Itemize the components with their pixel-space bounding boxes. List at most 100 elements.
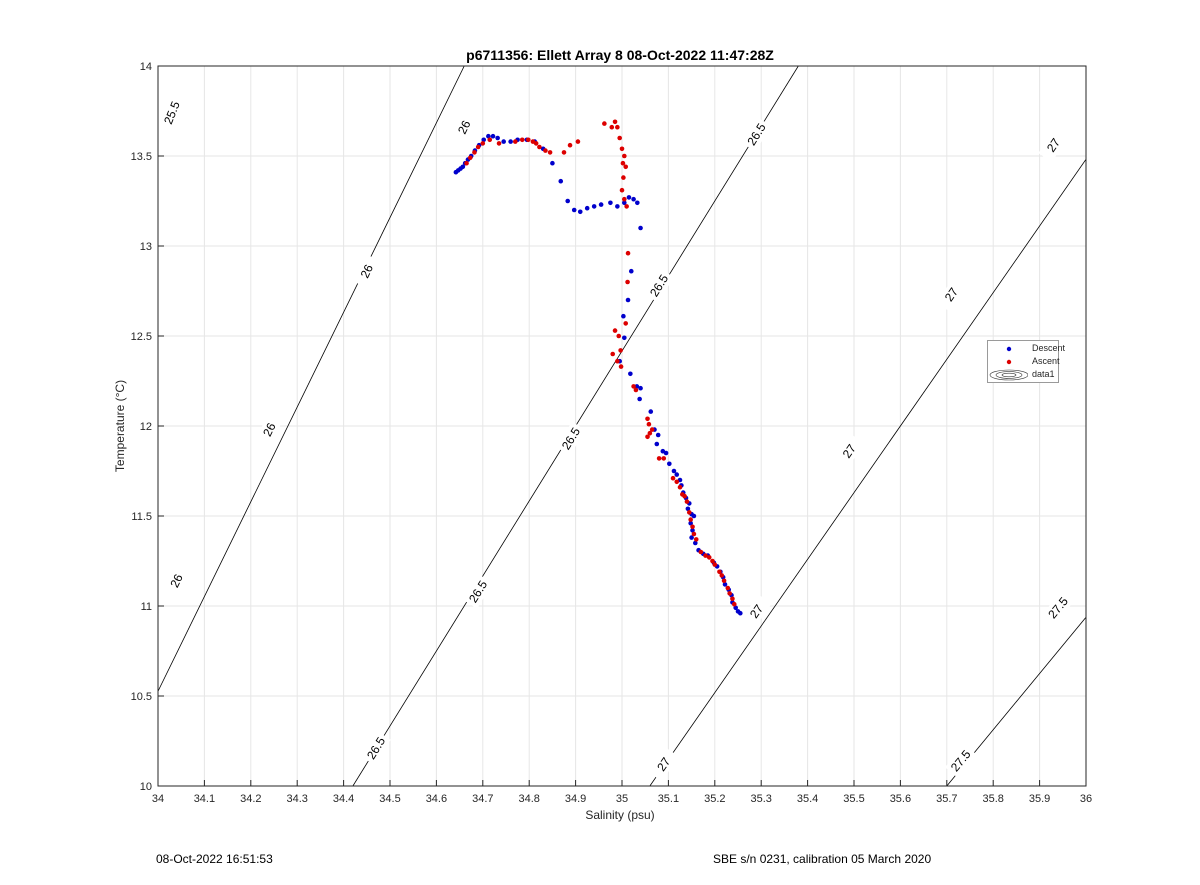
data-point-ascent: [615, 124, 620, 130]
chart-title: p6711356: Ellett Array 8 08-Oct-2022 11:…: [466, 47, 774, 63]
data-point-ascent: [519, 137, 525, 143]
data-point-ascent: [624, 204, 629, 209]
contour-label: 26: [167, 571, 186, 589]
sensor-calibration-note: SBE s/n 0231, calibration 05 March 2020: [713, 852, 932, 866]
descent-marker-icon: [1006, 346, 1012, 352]
legend-item-ascent[interactable]: Ascent: [988, 355, 1060, 368]
data-point-descent: [565, 198, 571, 204]
x-tick-label: 35.6: [890, 793, 911, 805]
data-point-ascent: [621, 175, 626, 180]
data-point-ascent: [684, 499, 690, 504]
data-point-ascent: [602, 121, 607, 126]
data-point-ascent: [677, 484, 683, 490]
data-point-ascent: [612, 119, 618, 125]
x-tick-label: 35.8: [982, 793, 1003, 805]
x-axis-label: Salinity (psu): [585, 808, 654, 822]
data-point-ascent: [645, 416, 650, 422]
data-point-descent: [693, 540, 698, 546]
contour-label: 26: [455, 118, 474, 136]
data-point-ascent: [623, 321, 629, 326]
contour-label-background: [158, 95, 185, 130]
data-point-descent: [674, 472, 680, 477]
data-point-descent: [622, 200, 627, 206]
y-tick-label: 10.5: [131, 691, 152, 703]
data-point-ascent: [670, 475, 676, 481]
legend-item-descent[interactable]: Descent: [988, 342, 1065, 355]
data-point-ascent: [533, 141, 539, 146]
data-point-descent: [685, 506, 691, 512]
data-point-ascent: [537, 144, 542, 150]
data-point-ascent: [721, 578, 727, 584]
data-point-ascent: [561, 150, 567, 155]
data-point-ascent: [719, 573, 725, 578]
data-point-ascent: [622, 153, 627, 159]
data-point-descent: [598, 202, 604, 207]
data-point-descent: [481, 137, 487, 143]
data-point-descent: [638, 225, 643, 231]
data-point-ascent: [616, 333, 622, 339]
y-tick-label: 11: [141, 601, 152, 613]
axis-ticks: 34 34.1 34.2 34.3 34.4 34.5 34.6 34.7 34.8 34.9 35…: [131, 61, 1093, 805]
data-point-descent: [622, 335, 627, 341]
x-tick-label: 36: [1080, 793, 1092, 805]
contour-label-background: [834, 434, 865, 469]
data-point-descent: [631, 196, 636, 202]
data-point-ascent: [615, 358, 620, 364]
legend[interactable]: Descent Ascent data1: [987, 340, 1065, 383]
data-point-descent: [495, 135, 500, 141]
data-point-ascent: [464, 160, 469, 166]
contour-line: [649, 158, 1086, 786]
data-point-ascent: [512, 139, 518, 144]
data-point-ascent: [623, 164, 629, 170]
data-point-descent: [591, 204, 597, 209]
ascent-marker-icon: [1006, 359, 1012, 365]
y-tick-label: 14: [140, 61, 152, 73]
contour-label-background: [353, 254, 381, 289]
data-point-ascent: [682, 493, 687, 499]
x-tick-label: 34: [152, 793, 164, 805]
data-point-ascent: [631, 384, 636, 389]
contour-label-background: [1042, 591, 1074, 625]
data-point-descent: [648, 409, 654, 414]
series-ascent: [464, 119, 737, 607]
y-tick-label: 13: [140, 241, 152, 253]
contour-label: 26: [358, 262, 377, 280]
x-tick-label: 34.8: [518, 793, 539, 805]
contour-label-background: [450, 110, 479, 145]
data-point-ascent: [496, 141, 502, 146]
data-point-descent: [508, 139, 513, 144]
data-point-descent: [550, 160, 555, 166]
contour-symbol-icon: [989, 369, 1028, 381]
y-axis-label: Temperature (°C): [113, 380, 127, 472]
grid: [157, 65, 1087, 787]
x-tick-label: 35.9: [1029, 793, 1050, 805]
x-tick-label: 35.1: [658, 793, 679, 805]
data-point-descent: [733, 605, 738, 611]
legend-item-data1[interactable]: data1: [988, 368, 1058, 381]
contour-labels: 25.52626262626.526.526.526.526.527272727…: [158, 95, 1074, 782]
x-tick-label: 34.3: [286, 793, 307, 805]
contour-label-background: [556, 421, 586, 456]
x-tick-label: 35: [616, 793, 628, 805]
data-point-ascent: [706, 555, 712, 560]
x-tick-label: 34.7: [472, 793, 493, 805]
data-point-descent: [608, 200, 613, 206]
data-point-ascent: [575, 139, 581, 144]
contour-label-background: [644, 268, 674, 303]
data-point-descent: [722, 582, 728, 587]
contour-label-background: [1038, 128, 1069, 163]
data-point-ascent: [619, 187, 625, 193]
x-tick-label: 34.2: [240, 793, 261, 805]
data-point-ascent: [645, 434, 650, 440]
data-point-descent: [634, 384, 640, 389]
data-point-ascent: [609, 124, 615, 130]
x-tick-label: 35.2: [704, 793, 725, 805]
data-point-ascent: [610, 351, 616, 357]
x-tick-label: 35.7: [936, 793, 957, 805]
data-point-ascent: [625, 279, 630, 285]
data-point-descent: [635, 200, 640, 206]
legend-label-ascent: Ascent: [1032, 356, 1060, 366]
contour-label-background: [741, 117, 772, 152]
x-tick-label: 34.5: [379, 793, 400, 805]
